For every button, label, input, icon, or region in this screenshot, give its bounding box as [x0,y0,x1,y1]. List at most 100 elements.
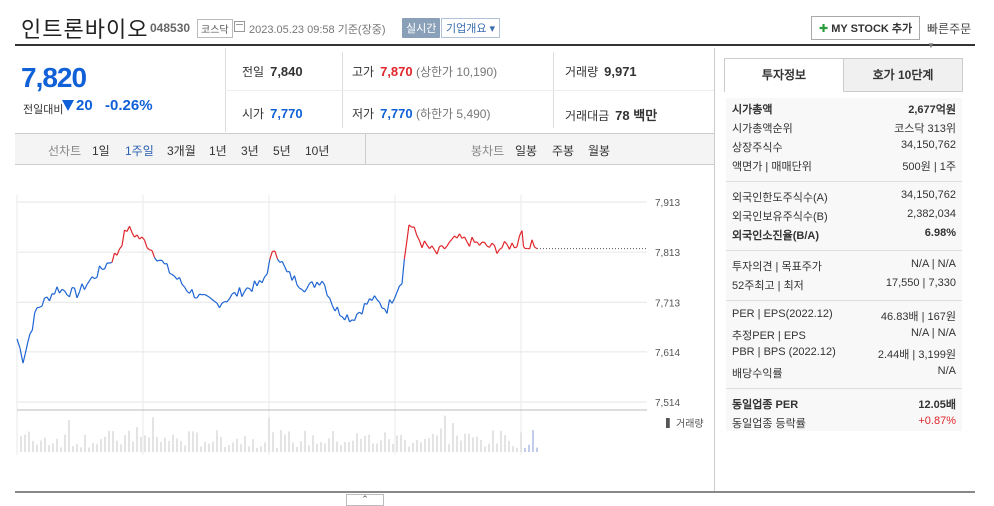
diff-label: 전일대비 [23,104,64,116]
realtime-button[interactable]: 실시간 [402,18,441,38]
info-key: 외국인한도주식수(A) [732,192,828,204]
price-line-segment [296,284,300,289]
price-line-segment [393,291,398,299]
y-tick-label: 7,713 [655,298,680,309]
tab-1w[interactable]: 1주일 [125,144,154,158]
info-value: N/A | N/A [910,327,956,339]
price-line-segment [16,338,21,349]
tab-5y[interactable]: 5년 [273,144,291,158]
price-line-segment [371,295,376,301]
y-tick-label: 7,614 [655,348,680,359]
tab-monthly[interactable]: 월봉 [588,144,611,158]
price-line-segment [396,285,401,293]
info-row: 추정PER | EPS N/A | N/A [726,324,962,343]
price-line-segment [488,242,493,248]
price-line-segment [284,266,288,273]
price-line-segment [306,283,311,289]
price-line-segment [356,311,360,315]
price-line-segment [299,287,303,291]
price-line-segment [149,249,153,251]
quote-open: 시가 7,770 [242,106,303,121]
candle-chart-label: 봉차트 [471,144,505,158]
price-line-segment [61,288,65,292]
price-line-segment [471,236,476,243]
collapse-button[interactable]: ⌃ [346,494,384,506]
info-value: 46.83배 | 167원 [880,311,956,323]
price-line-segment [353,313,358,321]
price-chart[interactable]: 7,9137,8137,7137,6147,51405/1705/1805/19… [15,165,714,472]
price-line-segment [399,283,403,287]
price-line-segment [501,241,506,248]
price-line-segment [433,249,438,255]
price-line-segment [48,293,53,302]
price-line-segment [156,259,160,262]
mystock-add-button[interactable]: ✚ MY STOCK 추가 [811,16,921,40]
price-line-segment [463,236,468,243]
info-row: 투자의견 | 목표주가 N/A | N/A [726,255,962,274]
price-line-segment [154,257,158,262]
price-line-segment [468,236,473,247]
price-line-segment [531,239,536,248]
price-line-segment [44,296,48,299]
price-line-segment [46,296,51,302]
price-line-segment [458,233,463,239]
chevron-down-icon: ▼ [927,41,935,50]
info-value: 17,550 | 7,330 [885,277,956,289]
price-line-segment [339,315,343,318]
info-key: 외국인소진율(B/A) [732,230,819,242]
price-line-segment [111,252,116,263]
price-line-segment [36,306,40,309]
tab-quote-10[interactable]: 호가 10단계 [843,58,963,92]
company-overview-dropdown[interactable]: 기업개요 ▾ [441,18,501,38]
tab-10y[interactable]: 10년 [305,144,330,158]
price-line-segment [346,314,351,323]
price-line-segment [34,307,38,314]
tab-3y[interactable]: 3년 [241,144,259,158]
price-line-segment [381,307,385,310]
quick-order-button[interactable]: 빠른주문 ▼ [927,22,972,50]
price-line-segment [171,273,175,277]
price-line-segment [329,298,333,306]
tab-1y[interactable]: 1년 [209,144,227,158]
price-line-segment [78,283,83,293]
price-line-segment [336,306,341,316]
price-line-segment [426,244,430,249]
info-key: 52주최고 | 최저 [732,280,804,292]
info-row: 외국인보유주식수(B) 2,382,034 [726,205,962,224]
info-key: 투자의견 | 목표주가 [732,261,822,273]
tab-3m[interactable]: 3개월 [167,144,196,158]
price-line-segment [521,230,525,247]
price-line-segment [366,298,371,305]
price-line-segment [119,245,123,250]
quote-volume: 거래량 9,971 [565,64,637,79]
price-line-segment [451,235,455,240]
price-line-segment [408,224,412,228]
price-line-segment [241,291,246,297]
chart-tabbar: 선차트 1일 1주일 3개월 1년 3년 5년 10년 봉차트 일봉 주봉 월봉 [15,133,714,165]
price-line-segment [456,233,461,239]
price-line-segment [423,240,428,246]
info-value: 2,382,034 [907,208,956,220]
price-line-segment [181,283,185,288]
price-line-segment [506,244,511,250]
tab-1d[interactable]: 1일 [92,144,110,158]
price-line-segment [218,302,223,309]
price-line-segment [499,247,503,250]
quote-low: 저가 7,770 (하한가 5,490) [352,106,491,121]
price-line-segment [91,276,95,280]
tab-daily[interactable]: 일봉 [515,144,538,158]
price-line-segment [504,240,508,245]
price-line-segment [96,265,101,278]
price-line-segment [311,281,316,288]
price-line-segment [264,273,268,278]
tab-weekly[interactable]: 주봉 [552,144,575,158]
info-key: 상장주식수 [732,142,783,154]
price-line-segment [253,280,258,287]
price-line-segment [204,293,208,297]
y-tick-label: 7,514 [655,398,680,409]
tab-invest-info[interactable]: 투자정보 [724,58,844,92]
price-line-segment [196,293,201,299]
price-line-segment [214,300,218,304]
info-value: N/A | N/A [910,258,956,270]
price-line-segment [386,299,391,314]
